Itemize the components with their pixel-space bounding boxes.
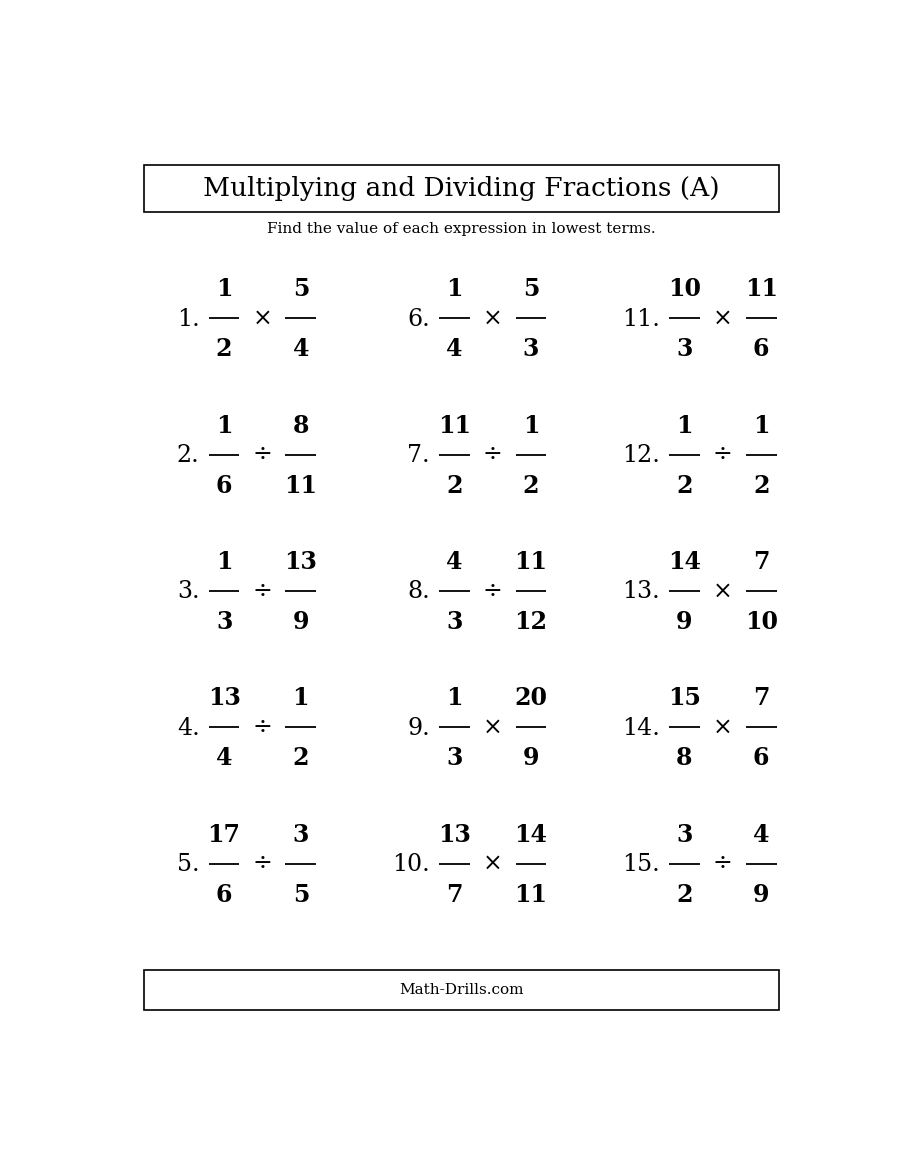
Text: 6: 6 — [753, 337, 770, 361]
Text: ÷: ÷ — [482, 443, 502, 466]
Text: 1: 1 — [216, 550, 232, 574]
Text: 5: 5 — [292, 883, 309, 906]
Text: ×: × — [713, 579, 733, 602]
Text: 6: 6 — [216, 473, 232, 497]
Text: 3: 3 — [446, 747, 463, 770]
Text: ÷: ÷ — [482, 579, 502, 602]
Text: 6: 6 — [753, 747, 770, 770]
Text: ×: × — [482, 853, 502, 875]
Text: 15.: 15. — [622, 853, 660, 876]
Text: 12.: 12. — [622, 444, 660, 467]
Text: 3: 3 — [676, 337, 693, 361]
Text: Multiplying and Dividing Fractions (A): Multiplying and Dividing Fractions (A) — [202, 176, 720, 200]
Text: 1: 1 — [676, 414, 693, 438]
Text: 8: 8 — [292, 414, 309, 438]
Text: ×: × — [713, 715, 733, 739]
Text: 11: 11 — [744, 277, 778, 302]
Text: 5: 5 — [523, 277, 539, 302]
Text: 4.: 4. — [177, 716, 200, 740]
Text: 2: 2 — [216, 337, 232, 361]
FancyBboxPatch shape — [144, 969, 778, 1010]
Text: 9: 9 — [753, 883, 770, 906]
Text: 2: 2 — [446, 473, 463, 497]
Text: 1.: 1. — [177, 308, 200, 331]
Text: 11: 11 — [515, 550, 547, 574]
Text: Math-Drills.com: Math-Drills.com — [399, 983, 524, 997]
Text: 2: 2 — [753, 473, 770, 497]
Text: 1: 1 — [292, 686, 309, 711]
Text: 13: 13 — [284, 550, 318, 574]
Text: ÷: ÷ — [253, 579, 273, 602]
Text: 9.: 9. — [407, 716, 430, 740]
Text: 2.: 2. — [177, 444, 200, 467]
Text: 15: 15 — [668, 686, 701, 711]
Text: 11: 11 — [284, 473, 318, 497]
Text: 8.: 8. — [407, 580, 430, 603]
Text: 7: 7 — [753, 686, 770, 711]
Text: 14: 14 — [668, 550, 701, 574]
Text: 7.: 7. — [407, 444, 430, 467]
Text: ×: × — [482, 306, 502, 330]
Text: 1: 1 — [523, 414, 539, 438]
Text: 2: 2 — [523, 473, 539, 497]
Text: 4: 4 — [446, 337, 463, 361]
Text: ×: × — [253, 306, 273, 330]
Text: ÷: ÷ — [713, 853, 733, 875]
Text: 6.: 6. — [407, 308, 430, 331]
Text: 7: 7 — [753, 550, 770, 574]
Text: 3: 3 — [676, 822, 693, 847]
Text: 2: 2 — [676, 473, 693, 497]
Text: ×: × — [482, 715, 502, 739]
Text: 9: 9 — [292, 609, 309, 634]
Text: Find the value of each expression in lowest terms.: Find the value of each expression in low… — [267, 223, 655, 236]
Text: 17: 17 — [208, 822, 240, 847]
Text: 1: 1 — [753, 414, 770, 438]
Text: 1: 1 — [446, 686, 463, 711]
Text: ÷: ÷ — [253, 715, 273, 739]
Text: 20: 20 — [515, 686, 547, 711]
Text: 11: 11 — [515, 883, 547, 906]
Text: 10.: 10. — [392, 853, 430, 876]
Text: 12: 12 — [515, 609, 547, 634]
Text: 14.: 14. — [622, 716, 660, 740]
Text: 4: 4 — [753, 822, 770, 847]
Text: 5.: 5. — [177, 853, 200, 876]
Text: 13: 13 — [437, 822, 471, 847]
Text: 10: 10 — [668, 277, 701, 302]
Text: 5: 5 — [292, 277, 309, 302]
Text: 11: 11 — [437, 414, 471, 438]
Text: 3.: 3. — [177, 580, 200, 603]
Text: 9: 9 — [676, 609, 693, 634]
Text: 10: 10 — [744, 609, 778, 634]
Text: 13: 13 — [208, 686, 240, 711]
Text: 7: 7 — [446, 883, 463, 906]
Text: 9: 9 — [523, 747, 539, 770]
Text: 11.: 11. — [622, 308, 660, 331]
Text: 6: 6 — [216, 883, 232, 906]
Text: 13.: 13. — [622, 580, 660, 603]
Text: 2: 2 — [292, 747, 309, 770]
Text: ÷: ÷ — [253, 443, 273, 466]
Text: 1: 1 — [446, 277, 463, 302]
Text: 3: 3 — [216, 609, 232, 634]
Text: 3: 3 — [446, 609, 463, 634]
Text: 4: 4 — [292, 337, 309, 361]
Text: 2: 2 — [676, 883, 693, 906]
Text: 14: 14 — [515, 822, 547, 847]
Text: ×: × — [713, 306, 733, 330]
Text: 1: 1 — [216, 277, 232, 302]
FancyBboxPatch shape — [144, 165, 778, 212]
Text: 4: 4 — [446, 550, 463, 574]
Text: ÷: ÷ — [253, 853, 273, 875]
Text: 3: 3 — [292, 822, 309, 847]
Text: 4: 4 — [216, 747, 232, 770]
Text: 1: 1 — [216, 414, 232, 438]
Text: 3: 3 — [523, 337, 539, 361]
Text: ÷: ÷ — [713, 443, 733, 466]
Text: 8: 8 — [676, 747, 693, 770]
